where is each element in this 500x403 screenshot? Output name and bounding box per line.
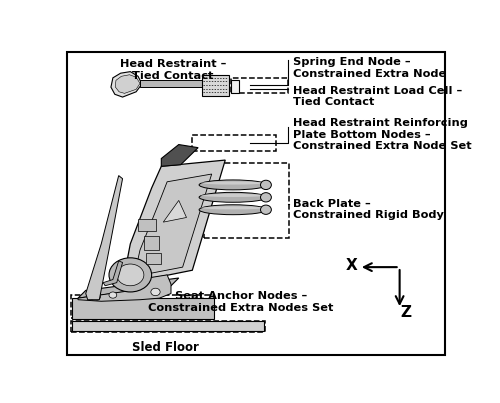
Polygon shape [78, 275, 171, 301]
Text: Spring End Node –
Constrained Extra Node: Spring End Node – Constrained Extra Node [293, 57, 446, 79]
Text: X: X [346, 258, 358, 273]
Bar [192, 135, 276, 152]
Ellipse shape [199, 192, 267, 202]
Text: Seat Anchor Nodes –
Constrained Extra Nodes Set: Seat Anchor Nodes – Constrained Extra No… [148, 291, 334, 313]
Text: Z: Z [400, 305, 411, 320]
Text: Head Restraint Reinforcing
Plate Bottom Nodes –
Constrained Extra Node Set: Head Restraint Reinforcing Plate Bottom … [293, 118, 472, 152]
Bar [72, 320, 264, 331]
Ellipse shape [199, 180, 267, 190]
Text: Sled Floor: Sled Floor [132, 341, 198, 354]
Circle shape [109, 292, 117, 298]
Polygon shape [78, 278, 179, 298]
Circle shape [117, 264, 144, 286]
Circle shape [151, 288, 160, 296]
Polygon shape [134, 174, 212, 276]
Polygon shape [162, 145, 198, 166]
Text: Head Restraint –
Tied Contact: Head Restraint – Tied Contact [120, 59, 226, 81]
Ellipse shape [260, 205, 272, 214]
Bar [202, 75, 229, 96]
Bar [231, 78, 288, 93]
Bar [71, 295, 215, 318]
Bar [231, 80, 239, 93]
Polygon shape [115, 75, 140, 93]
Ellipse shape [260, 193, 272, 202]
Ellipse shape [199, 205, 267, 215]
Bar [144, 236, 160, 250]
Polygon shape [86, 176, 122, 300]
Ellipse shape [201, 194, 265, 197]
Bar [138, 219, 156, 231]
Ellipse shape [201, 181, 265, 185]
Text: Head Restraint Load Cell –
Tied Contact: Head Restraint Load Cell – Tied Contact [293, 85, 462, 107]
Ellipse shape [260, 180, 272, 189]
Polygon shape [122, 160, 225, 284]
Polygon shape [111, 72, 142, 97]
Bar [140, 80, 208, 87]
Polygon shape [163, 200, 186, 222]
Circle shape [90, 293, 101, 301]
Bar [204, 162, 289, 238]
Ellipse shape [201, 206, 265, 210]
Circle shape [109, 258, 152, 292]
Bar [72, 298, 214, 319]
Bar [71, 320, 265, 332]
Bar [146, 253, 160, 264]
Text: Back Plate –
Constrained Rigid Body: Back Plate – Constrained Rigid Body [293, 199, 444, 220]
Polygon shape [103, 261, 122, 286]
